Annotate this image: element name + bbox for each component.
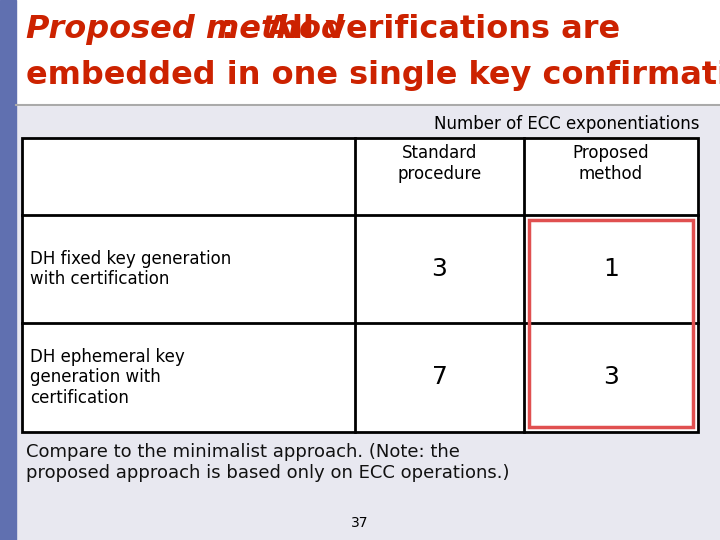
Text: DH ephemeral key
generation with
certification: DH ephemeral key generation with certifi… <box>30 348 185 407</box>
Bar <box>22 138 698 432</box>
Text: Proposed method: Proposed method <box>26 14 344 45</box>
Text: Number of ECC exponentiations: Number of ECC exponentiations <box>434 115 700 133</box>
Text: :   All verifications are: : All verifications are <box>221 14 620 45</box>
Text: 7: 7 <box>431 366 447 389</box>
Text: 3: 3 <box>603 366 619 389</box>
Text: Standard
procedure: Standard procedure <box>397 144 482 183</box>
Text: DH fixed key generation
with certification: DH fixed key generation with certificati… <box>30 249 231 288</box>
Text: embedded in one single key confirmation: embedded in one single key confirmation <box>26 60 720 91</box>
Text: Proposed
method: Proposed method <box>572 144 649 183</box>
Bar <box>16 0 720 105</box>
Text: Compare to the minimalist approach. (Note: the
proposed approach is based only o: Compare to the minimalist approach. (Not… <box>26 443 510 482</box>
Text: 1: 1 <box>603 257 619 281</box>
Text: 3: 3 <box>431 257 447 281</box>
Bar <box>529 220 693 427</box>
Text: 37: 37 <box>351 516 369 530</box>
Bar <box>0 0 16 540</box>
